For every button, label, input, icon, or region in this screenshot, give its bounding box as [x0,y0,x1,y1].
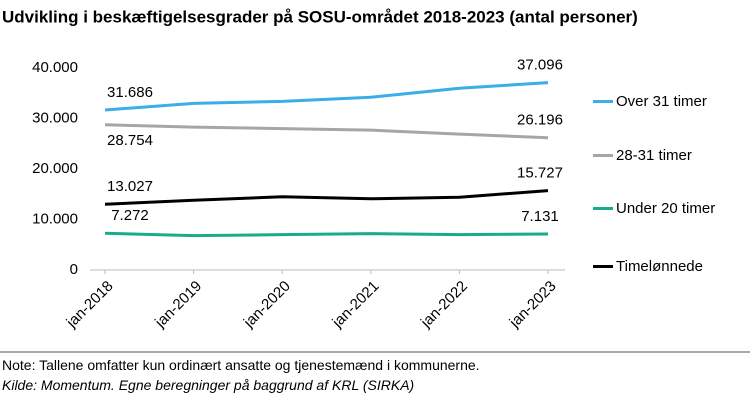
source: Kilde: Momentum. Egne beregninger på bag… [2,377,415,393]
legend-item: Timelønnede [593,257,733,277]
y-tick-label: 0 [70,261,78,278]
x-tick-label: jan-2018 [63,278,117,332]
y-tick-label: 20.000 [32,160,78,177]
data-label: 15.727 [517,165,563,182]
y-tick-label: 30.000 [32,109,78,126]
series-line [104,123,549,140]
x-tick-label: jan-2019 [151,278,205,332]
series-line [104,231,549,238]
legend-label: Under 20 timer [616,200,716,217]
legend-swatch [593,265,613,268]
x-tick-label: jan-2022 [417,278,471,332]
legend-item: 28-31 timer [593,146,733,166]
chart-title: Udvikling i beskæftigelsesgrader på SOSU… [2,7,638,26]
data-label: 31.686 [107,84,153,101]
data-label: 26.196 [517,112,563,129]
data-label: 7.272 [111,207,149,224]
x-tick-label: jan-2021 [328,278,382,332]
data-label: 13.027 [107,178,153,195]
series-line [104,189,549,206]
y-tick-label: 40.000 [32,59,78,76]
legend-item: Under 20 timer [593,199,733,219]
data-label: 7.131 [521,208,559,225]
legend-swatch [593,207,613,210]
legend-swatch [593,154,613,157]
legend-swatch [593,100,613,103]
legend-label: Over 31 timer [616,93,707,110]
legend-item: Over 31 timer [593,92,733,112]
data-label: 28.754 [107,132,153,149]
legend-label: Timelønnede [616,258,703,275]
x-tick-label: jan-2020 [240,278,294,332]
series-line [104,81,549,112]
x-tick-label: jan-2023 [506,278,560,332]
legend-label: 28-31 timer [616,147,692,164]
y-tick-label: 10.000 [32,210,78,227]
note: Note: Tallene omfatter kun ordinært ansa… [2,357,480,373]
data-label: 37.096 [517,57,563,74]
